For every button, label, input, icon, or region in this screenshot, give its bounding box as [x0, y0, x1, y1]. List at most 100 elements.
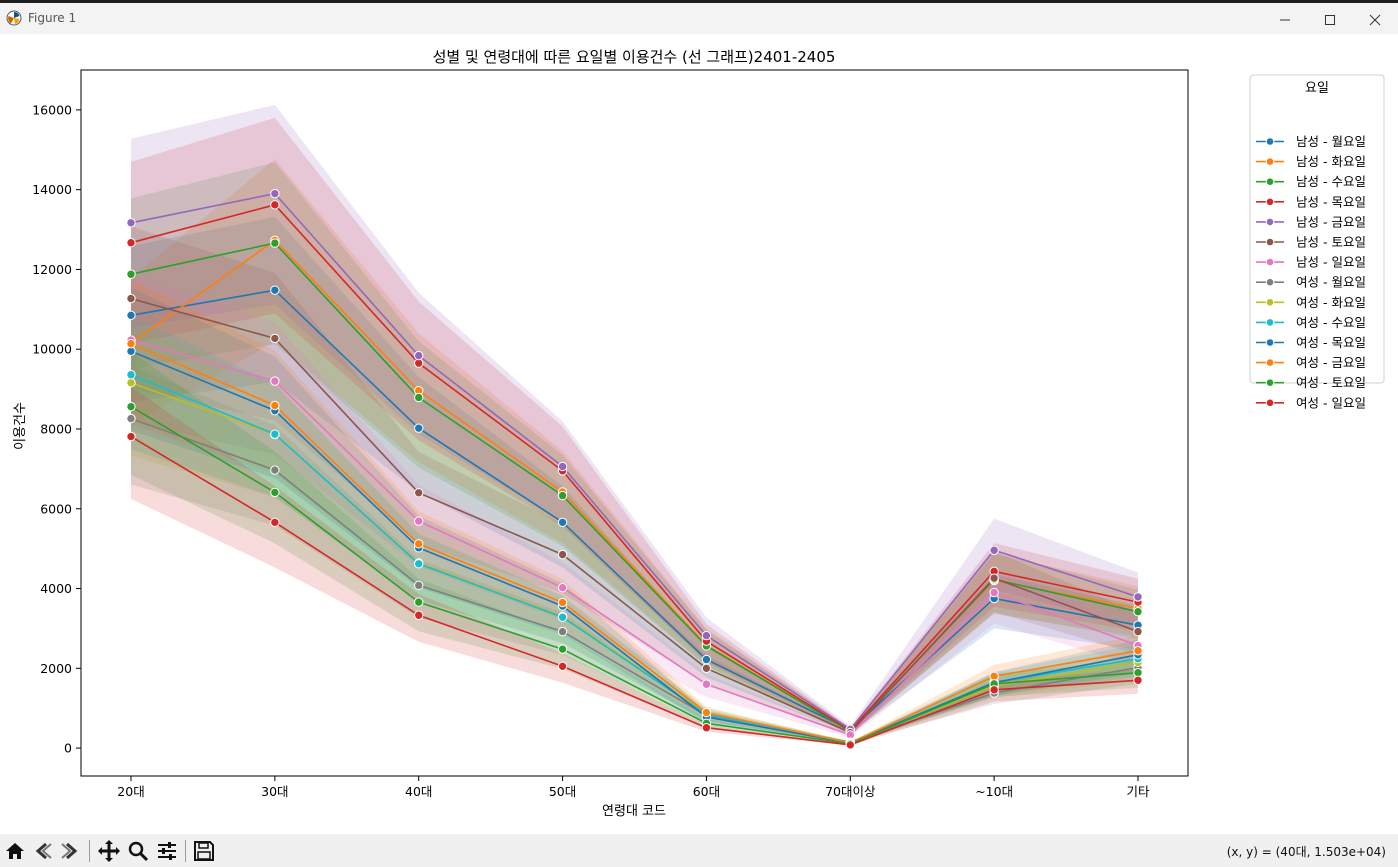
data-point — [270, 487, 280, 498]
legend-label: 남성 - 목요일 — [1296, 194, 1366, 209]
series-line — [130, 405, 1139, 745]
home-button[interactable] — [2, 838, 28, 864]
data-point — [557, 644, 568, 654]
close-icon — [1369, 14, 1381, 26]
data-point — [1133, 675, 1143, 685]
confidence-band — [131, 104, 1138, 734]
data-point — [270, 400, 280, 411]
x-axis-ticks: 20대 30대 40대 50대 60대 70대이상 ~10대 기타 — [117, 776, 1150, 799]
x-tick-label: ~10대 — [975, 784, 1013, 799]
save-icon — [194, 841, 214, 861]
data-point — [414, 539, 424, 549]
data-point — [557, 490, 568, 501]
figure-canvas[interactable]: 0 2000 4000 6000 8000 10000 12000 14000 16000 20… — [0, 34, 1398, 834]
legend-marker — [1265, 237, 1275, 247]
legend-label: 여성 - 토요일 — [1296, 375, 1366, 390]
legend-marker — [1265, 318, 1275, 327]
legend-marker — [1265, 378, 1275, 388]
legend-label: 남성 - 월요일 — [1296, 134, 1366, 149]
data-point — [414, 516, 424, 526]
confidence-band — [131, 159, 1138, 735]
data-point — [126, 310, 136, 321]
confidence-band — [131, 352, 1138, 745]
data-point — [126, 293, 136, 304]
save-button[interactable] — [191, 838, 217, 864]
y-tick-label: 16000 — [32, 102, 72, 117]
legend-marker — [1265, 298, 1275, 307]
x-tick-label: 30대 — [261, 784, 288, 799]
data-point — [557, 597, 568, 608]
series-markers — [126, 188, 1143, 750]
confidence-band — [131, 386, 1138, 746]
series-line — [130, 192, 1139, 731]
data-point — [414, 580, 424, 591]
series-line — [130, 435, 1139, 746]
maximize-button[interactable] — [1307, 7, 1353, 33]
data-point — [126, 218, 136, 228]
data-point — [701, 707, 712, 718]
legend-title: 요일 — [1305, 81, 1329, 96]
data-point — [270, 429, 280, 439]
y-axis-label: 이용건수 — [13, 402, 28, 450]
legend-label: 남성 - 토요일 — [1296, 235, 1366, 250]
data-point — [701, 630, 712, 641]
legend-label: 여성 - 화요일 — [1296, 295, 1366, 310]
x-tick-label: 기타 — [1126, 784, 1150, 799]
data-point — [270, 333, 280, 344]
x-tick-label: 40대 — [405, 784, 432, 799]
data-point — [126, 370, 136, 380]
close-button[interactable] — [1352, 7, 1398, 33]
legend-label: 여성 - 수요일 — [1296, 315, 1366, 330]
line-chart: 0 2000 4000 6000 8000 10000 12000 14000 16000 20… — [13, 48, 1385, 819]
y-tick-label: 14000 — [32, 182, 72, 197]
y-tick-label: 6000 — [40, 501, 72, 516]
series-line — [130, 417, 1139, 743]
zoom-button[interactable] — [125, 838, 151, 864]
data-point — [126, 269, 136, 279]
y-tick-label: 4000 — [40, 581, 72, 596]
data-point — [989, 545, 999, 555]
data-point — [1133, 592, 1143, 602]
data-point — [989, 573, 999, 583]
axes-frame — [80, 69, 1189, 777]
pan-button[interactable] — [96, 838, 122, 864]
data-point — [126, 238, 136, 248]
data-point — [126, 431, 136, 442]
data-point — [270, 200, 280, 210]
data-point — [989, 587, 999, 598]
minimize-button[interactable] — [1262, 7, 1308, 33]
chart-title: 성별 및 연령대에 따른 요일별 이용건수 (선 그래프)2401-2405 — [433, 48, 836, 66]
legend-marker — [1265, 277, 1275, 287]
y-tick-label: 12000 — [32, 262, 72, 277]
legend-label: 남성 - 화요일 — [1296, 154, 1366, 169]
confidence-band — [131, 162, 1138, 735]
y-tick-label: 10000 — [32, 342, 72, 357]
x-tick-label: 60대 — [693, 784, 720, 799]
data-point — [845, 740, 855, 750]
back-button[interactable] — [30, 838, 56, 864]
toolbar-separator — [89, 840, 90, 862]
data-point — [126, 338, 136, 349]
legend-label: 남성 - 수요일 — [1296, 174, 1366, 189]
configure-icon — [158, 842, 176, 860]
confidence-band — [131, 216, 1138, 734]
series-line — [130, 342, 1139, 744]
forward-button[interactable] — [57, 838, 83, 864]
data-point — [701, 654, 712, 665]
data-point — [270, 188, 280, 199]
data-point — [557, 661, 568, 672]
data-point — [1133, 606, 1143, 617]
maximize-icon — [1325, 15, 1335, 25]
x-tick-label: 20대 — [117, 784, 144, 799]
cursor-coordinates: (x, y) = (40대, 1.503e+04) — [1226, 845, 1386, 859]
minimize-icon — [1280, 19, 1290, 21]
data-point — [414, 350, 424, 361]
data-point — [126, 401, 136, 412]
x-axis-label: 연령대 코드 — [602, 804, 666, 819]
data-point — [414, 559, 424, 569]
series-line — [130, 203, 1139, 732]
configure-button[interactable] — [154, 838, 180, 864]
data-point — [557, 517, 568, 528]
confidence-band — [131, 278, 1138, 744]
window-title: Figure 1 — [28, 11, 77, 25]
